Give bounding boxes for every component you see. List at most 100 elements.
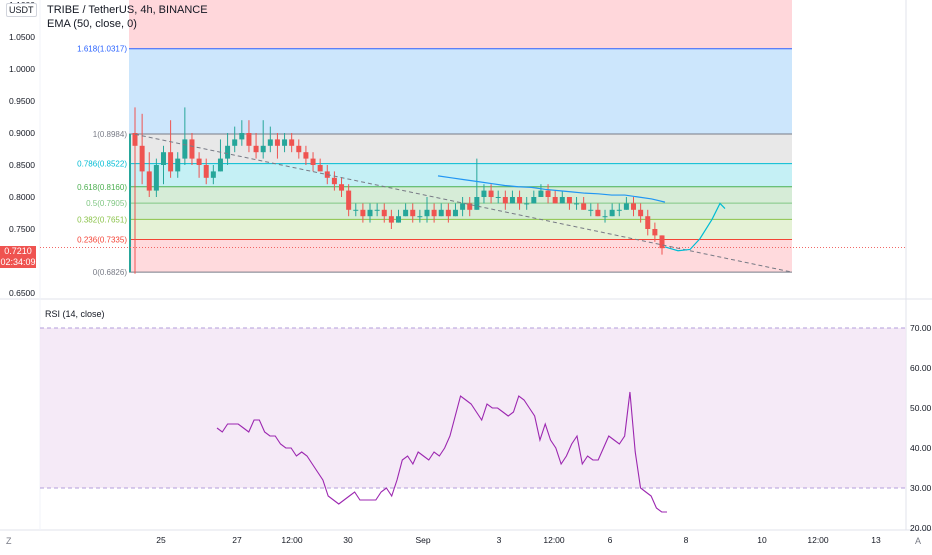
candle-body — [139, 145, 145, 172]
price-tick-label: 1.0500 — [9, 32, 35, 42]
price-tick-label: 0.7500 — [9, 224, 35, 234]
candle-body — [474, 197, 480, 210]
candle-body — [488, 190, 494, 197]
candle-body — [175, 158, 181, 172]
candle-body — [381, 209, 387, 217]
candle-body — [460, 203, 466, 210]
fib-zone — [129, 239, 792, 273]
candle-body — [602, 216, 608, 218]
candle-body — [623, 203, 629, 210]
rsi-tick-label: 20.00 — [910, 523, 932, 533]
ema-legend[interactable]: EMA (50, close, 0) — [47, 18, 137, 30]
candle-body — [282, 139, 288, 146]
price-tick-label: 1.0000 — [9, 64, 35, 74]
candle-body — [217, 158, 223, 172]
last-price-tag: 0.7210 02:34:09 — [0, 246, 36, 268]
price-tick-label: 0.9000 — [9, 128, 35, 138]
fib-label: 1(0.8984) — [93, 130, 128, 139]
candle-body — [581, 203, 587, 210]
time-tick-label: 3 — [497, 535, 502, 545]
candle-body — [552, 197, 558, 204]
projection-path — [664, 202, 726, 252]
fib-label: 0.382(0.7651) — [77, 215, 127, 224]
candle-body — [296, 145, 302, 153]
fib-zone-top — [129, 0, 792, 49]
candle-body — [353, 209, 359, 211]
candle-body — [303, 152, 309, 159]
time-tick-label: 12:00 — [807, 535, 829, 545]
candle-body — [396, 216, 401, 223]
candle-body — [289, 139, 295, 146]
candle-body — [182, 139, 188, 159]
rsi-legend[interactable]: RSI (14, close) — [45, 309, 105, 319]
rsi-tick-label: 70.00 — [910, 323, 932, 333]
ema-line — [437, 175, 666, 203]
time-tick-label: 10 — [757, 535, 767, 545]
candle-body — [566, 197, 572, 204]
candle-body — [645, 216, 651, 229]
candle-body — [360, 209, 366, 217]
rsi-tick-label: 50.00 — [910, 403, 932, 413]
candle-body — [310, 158, 316, 165]
candle-body — [189, 139, 195, 159]
candle-body — [509, 197, 515, 204]
candle-body — [524, 203, 530, 205]
candle-countdown: 02:34:09 — [0, 257, 36, 267]
candle-body — [253, 145, 259, 153]
fib-zone — [129, 163, 792, 187]
time-tick-label: 6 — [608, 535, 613, 545]
price-tick-label: 0.8500 — [9, 160, 35, 170]
last-price-value: 0.7210 — [4, 246, 32, 256]
candle-body — [467, 203, 473, 210]
candle-body — [225, 145, 231, 159]
price-tick-label: 0.6500 — [9, 288, 35, 298]
candle-body — [267, 139, 273, 146]
candle-body — [438, 209, 444, 217]
candle-body — [168, 152, 174, 172]
candle-body — [652, 229, 658, 236]
candle-body — [574, 203, 580, 205]
fib-zone — [129, 186, 792, 204]
rsi-tick-label: 40.00 — [910, 443, 932, 453]
time-tick-label: 12:00 — [543, 535, 565, 545]
candle-body — [517, 197, 523, 204]
time-tick-label: Sep — [415, 535, 430, 545]
fib-label: 0.786(0.8522) — [77, 160, 127, 169]
time-tick-label: 12:00 — [281, 535, 303, 545]
candle-body — [659, 235, 665, 249]
candle-body — [374, 209, 380, 211]
fib-label: 0.236(0.7335) — [77, 236, 127, 245]
candle-body — [481, 190, 487, 197]
candle-body — [232, 139, 238, 146]
candle-body — [210, 171, 216, 178]
candle-body — [445, 209, 451, 217]
candle-body — [260, 145, 266, 153]
candle-body — [595, 209, 601, 217]
candle-body — [452, 209, 458, 217]
time-tick-label: 13 — [871, 535, 881, 545]
candle-body — [388, 216, 394, 223]
candle-body — [274, 139, 280, 146]
currency-selector[interactable]: USDT — [6, 3, 37, 17]
time-tick-label: 25 — [156, 535, 166, 545]
timezone-button[interactable]: Z — [6, 536, 12, 546]
candle-body — [346, 190, 352, 210]
fib-zone — [129, 48, 792, 135]
symbol-legend[interactable]: TRIBE / TetherUS, 4h, BINANCE — [47, 4, 208, 16]
candle-body — [367, 209, 373, 217]
candle-body — [146, 171, 152, 191]
auto-scale-button[interactable]: A — [915, 536, 922, 546]
candle-body — [538, 190, 544, 197]
fib-label: 0.618(0.8160) — [77, 183, 127, 192]
candle-body — [631, 203, 637, 210]
rsi-line — [216, 391, 667, 513]
fib-label: 0.5(0.7905) — [86, 199, 127, 208]
candle-body — [196, 158, 202, 165]
candle-body — [153, 165, 159, 191]
candle-body — [531, 197, 537, 204]
candle-body — [317, 165, 323, 172]
candle-body — [239, 133, 245, 140]
fib-label: 1.618(1.0317) — [77, 45, 127, 54]
